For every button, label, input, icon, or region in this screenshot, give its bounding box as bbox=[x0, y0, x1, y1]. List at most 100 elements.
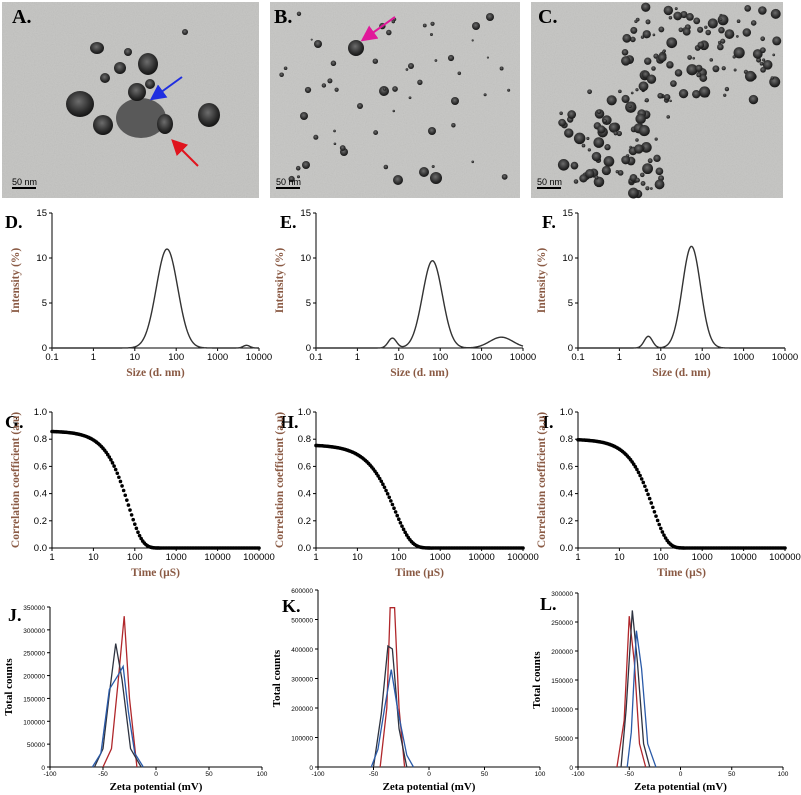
particle bbox=[641, 2, 651, 12]
x-tick-label: 100 bbox=[778, 771, 789, 778]
correlation-point bbox=[379, 479, 384, 484]
particle bbox=[640, 181, 646, 186]
particle bbox=[696, 72, 702, 78]
correlation-point bbox=[641, 480, 646, 485]
y-tick-label: 10 bbox=[36, 253, 47, 264]
correlation-point bbox=[647, 496, 652, 501]
correlation-point bbox=[389, 499, 393, 503]
y-tick-label: 600000 bbox=[291, 588, 313, 595]
particle bbox=[655, 167, 664, 176]
x-axis-title: Size (d. nm) bbox=[390, 367, 449, 379]
particle bbox=[570, 161, 579, 170]
particle bbox=[357, 103, 363, 109]
particle bbox=[678, 88, 689, 99]
particle bbox=[646, 74, 657, 84]
x-tick-label: 50 bbox=[728, 771, 736, 778]
correlation-point bbox=[657, 522, 662, 527]
particle bbox=[635, 88, 639, 92]
particle bbox=[744, 4, 752, 12]
correlation-point bbox=[639, 477, 644, 481]
particle bbox=[647, 158, 653, 164]
particle bbox=[669, 99, 672, 103]
particle bbox=[666, 115, 670, 119]
x-axis-title: Zeta potential (mV) bbox=[110, 781, 203, 793]
x-tick-label: 10000 bbox=[204, 552, 230, 563]
x-tick-label: 0.1 bbox=[45, 352, 58, 363]
particle bbox=[704, 25, 708, 29]
correlation-point bbox=[662, 533, 666, 537]
correlation-point bbox=[395, 513, 400, 518]
x-tick-label: 1000 bbox=[207, 352, 228, 363]
y-tick-label: 5 bbox=[568, 298, 573, 309]
particle bbox=[654, 137, 658, 141]
x-tick-label: 1 bbox=[91, 352, 96, 363]
y-tick-label: 500000 bbox=[291, 618, 313, 625]
particle bbox=[621, 56, 631, 66]
panel-label: G. bbox=[5, 412, 24, 432]
y-tick-label: 5 bbox=[306, 298, 311, 309]
particle bbox=[472, 22, 480, 30]
y-tick-label: 200000 bbox=[551, 649, 573, 656]
correlation-point bbox=[654, 514, 658, 518]
particle bbox=[348, 40, 364, 56]
correlation-point bbox=[398, 520, 403, 525]
y-tick-label: 10 bbox=[562, 253, 573, 264]
x-tick-label: -100 bbox=[43, 771, 56, 778]
x-tick-label: 10000 bbox=[772, 352, 798, 363]
particle bbox=[698, 86, 711, 98]
chart-j: J. -100 -50 0 50 100 0 50000 100000 150000 200000 2… bbox=[3, 605, 268, 793]
correlation-point bbox=[117, 475, 121, 480]
correlation-point bbox=[376, 474, 380, 478]
particle bbox=[752, 49, 763, 59]
y-tick-label: 200000 bbox=[291, 706, 313, 713]
x-tick-label: -50 bbox=[369, 771, 379, 778]
correlation-point bbox=[112, 464, 116, 468]
chart-e: E. 0.1 1 10 100 1000 10000 0 5 10 15 Size (d. nm) In… bbox=[274, 208, 536, 379]
x-tick-label: -50 bbox=[98, 771, 108, 778]
correlation-point bbox=[257, 546, 261, 550]
particle bbox=[417, 79, 423, 85]
particle bbox=[434, 59, 438, 62]
y-axis-title: Correlation coefficient (a.u) bbox=[536, 412, 548, 548]
y-tick-label: 0.6 bbox=[560, 461, 573, 472]
particle bbox=[750, 20, 757, 26]
y-axis-title: Total counts bbox=[531, 651, 543, 709]
y-tick-label: 1.0 bbox=[560, 407, 573, 418]
x-tick-label: 100 bbox=[127, 552, 143, 563]
correlation-point bbox=[397, 517, 401, 522]
y-tick-label: 0 bbox=[309, 765, 313, 772]
y-tick-label: 0 bbox=[41, 765, 45, 772]
x-tick-label: 1000 bbox=[692, 552, 713, 563]
panel-label: I. bbox=[542, 412, 554, 432]
particle bbox=[573, 179, 579, 184]
particle bbox=[557, 159, 570, 171]
y-tick-label: 50000 bbox=[555, 736, 573, 743]
particle bbox=[587, 89, 592, 95]
scale-text-a: 50 nm bbox=[12, 177, 37, 187]
correlation-point bbox=[118, 479, 123, 484]
y-axis-title: Intensity (%) bbox=[536, 248, 548, 314]
x-axis-title: Zeta potential (mV) bbox=[383, 781, 476, 793]
particle bbox=[302, 161, 310, 169]
x-axis-title: Size (d. nm) bbox=[652, 367, 711, 379]
correlation-point bbox=[129, 513, 134, 517]
panel-label: J. bbox=[8, 605, 22, 625]
particle bbox=[597, 125, 606, 134]
correlation-point bbox=[635, 467, 639, 472]
particle bbox=[692, 89, 701, 99]
x-tick-label: 1000 bbox=[733, 352, 754, 363]
chart-f: F. 0.1 1 10 100 1000 10000 0 5 10 15 Size (d. nm) In… bbox=[536, 208, 798, 379]
particle bbox=[419, 167, 429, 177]
particle bbox=[279, 72, 284, 78]
particle bbox=[558, 118, 566, 127]
y-tick-label: 250000 bbox=[23, 651, 45, 658]
particle bbox=[640, 142, 652, 153]
particle bbox=[486, 13, 494, 21]
correlation-point bbox=[131, 517, 136, 522]
chart-i: I. 1 10 100 1000 10000 100000 0.0 0.2 0.4 0.6 0.8 1.… bbox=[536, 407, 801, 579]
particle bbox=[635, 138, 639, 142]
y-tick-label: 100000 bbox=[551, 707, 573, 714]
particle bbox=[499, 66, 504, 71]
y-tick-label: 0.4 bbox=[298, 489, 311, 500]
